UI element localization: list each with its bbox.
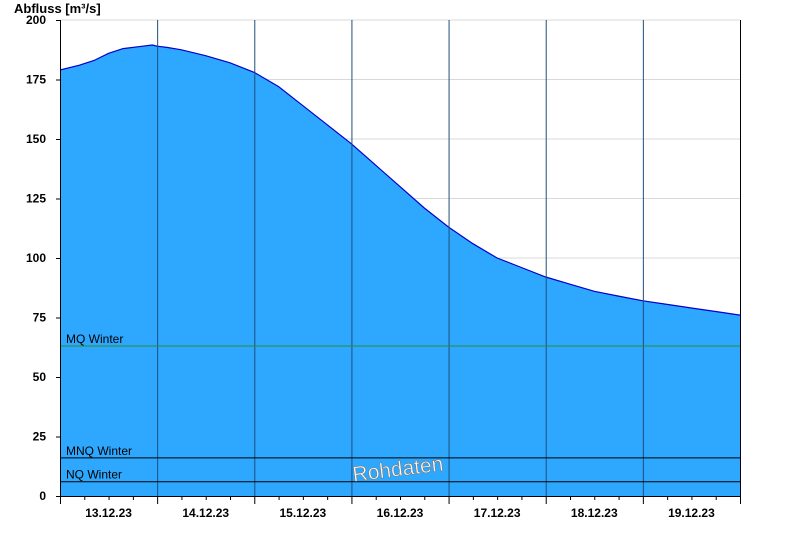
x-tick-label-6: 19.12.23 xyxy=(668,506,715,520)
x-tick-label-0: 13.12.23 xyxy=(85,506,132,520)
discharge-line xyxy=(59,44,741,316)
reference-label-0: MQ Winter xyxy=(66,332,123,346)
y-ticks: 0 25 50 75 100 125 150 175 200 xyxy=(26,13,60,503)
x-tick-label-2: 15.12.23 xyxy=(279,506,326,520)
y-tick-label-75: 75 xyxy=(33,311,47,325)
x-tick-label-3: 16.12.23 xyxy=(377,506,424,520)
y-tick-label-100: 100 xyxy=(26,251,46,265)
reference-lines: MQ Winter MNQ Winter NQ Winter xyxy=(60,332,740,483)
x-tick-label-4: 17.12.23 xyxy=(474,506,521,520)
y-tick-label-200: 200 xyxy=(26,13,46,27)
x-tick-label-5: 18.12.23 xyxy=(571,506,618,520)
x-tick-label-1: 14.12.23 xyxy=(182,506,229,520)
y-tick-label-150: 150 xyxy=(26,132,46,146)
y-axis-label: Abfluss [m³/s] xyxy=(14,1,101,16)
y-tick-label-125: 125 xyxy=(26,192,46,206)
y-tick-label-50: 50 xyxy=(33,370,47,384)
discharge-area xyxy=(60,45,740,496)
y-tick-label-25: 25 xyxy=(33,430,47,444)
day-separators xyxy=(157,20,644,496)
x-ticks: 13.12.23 14.12.23 15.12.23 16.12.23 17.12.23… xyxy=(60,496,741,520)
y-tick-label-175: 175 xyxy=(26,73,46,87)
reference-label-1: MNQ Winter xyxy=(66,444,132,458)
reference-label-2: NQ Winter xyxy=(66,468,122,482)
y-tick-label-0: 0 xyxy=(39,489,46,503)
